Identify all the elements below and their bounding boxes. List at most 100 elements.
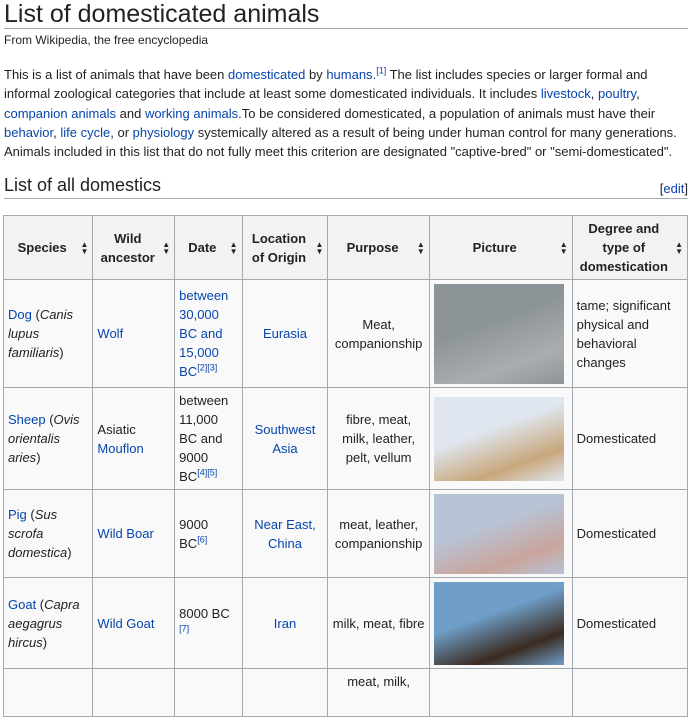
citation: [1] [376, 66, 386, 76]
date-cell: 9000 BC[6] [174, 489, 243, 579]
wiki-link[interactable]: Pig [8, 507, 27, 523]
sort-icon[interactable]: ▲ ▼ [559, 239, 568, 256]
sort-icon[interactable]: ▲ ▼ [416, 239, 425, 256]
origin-cell: Iran [241, 577, 329, 670]
column-header-wild[interactable]: Wild ancestor ▲ ▼ [92, 215, 176, 281]
citation: [6] [197, 535, 207, 545]
text-run: and [116, 105, 145, 121]
wiki-link[interactable]: Goat [8, 596, 37, 612]
species-cell [2, 668, 94, 717]
wiki-link[interactable]: Iran [273, 615, 297, 631]
degree-cell [571, 668, 689, 717]
text-run: , [636, 86, 640, 102]
wiki-link[interactable]: poultry [598, 86, 637, 102]
column-header-purpose[interactable]: Purpose ▲ ▼ [327, 215, 430, 281]
wiki-link[interactable]: between 30,000 BC and 15,000 BC [179, 288, 229, 380]
column-header-picture[interactable]: Picture ▲ ▼ [428, 215, 573, 281]
citation-link[interactable]: [1] [376, 65, 387, 76]
text-run: ) [42, 634, 48, 650]
ancestor-cell [92, 668, 176, 717]
citation-link[interactable]: [2] [197, 363, 208, 374]
degree-cell: tame; significant physical and behaviora… [571, 279, 689, 389]
citation: [2] [197, 363, 207, 373]
purpose-text: milk, meat, fibre [332, 615, 425, 631]
purpose-cell: meat, milk, [327, 668, 430, 717]
edit-link[interactable]: edit [663, 181, 685, 197]
sort-icon[interactable]: ▲ ▼ [229, 239, 238, 256]
origin-cell: Southwest Asia [241, 387, 329, 491]
text-run: between 11,000 BC and 9000 BC [179, 393, 229, 485]
citation-link[interactable]: [5] [207, 468, 218, 479]
sort-icon[interactable]: ▲ ▼ [162, 239, 171, 256]
intro-paragraph: This is a list of animals that have been… [4, 65, 688, 161]
page-subtitle: From Wikipedia, the free encyclopedia [4, 33, 209, 47]
goat-photo[interactable] [433, 581, 564, 665]
column-header-date[interactable]: Date ▲ ▼ [174, 215, 243, 281]
domestics-table: Species ▲ ▼ Wild ancestor ▲ ▼ Date ▲ ▼ Location o… [2, 215, 689, 717]
text-run: The list includes species or larger form… [4, 67, 648, 102]
column-header-degree[interactable]: Degree and type of domestication ▲ ▼ [571, 215, 689, 281]
ancestor-cell: Asiatic Mouflon [92, 387, 176, 491]
citation-link[interactable]: [6] [197, 534, 208, 545]
wiki-link[interactable]: Wild Boar [97, 526, 154, 542]
wiki-link[interactable]: Southwest Asia [254, 421, 316, 456]
wiki-link[interactable]: domesticated [228, 67, 306, 82]
date-cell: between 11,000 BC and 9000 BC[4][5] [174, 387, 243, 491]
pig-photo[interactable] [433, 493, 564, 574]
wiki-link[interactable]: Dog [8, 307, 32, 323]
degree-text: Domesticated [576, 615, 657, 631]
citation: [3] [207, 363, 217, 373]
sort-icon[interactable]: ▲ ▼ [80, 239, 89, 256]
edit-link-wrapper: [edit] [659, 181, 688, 197]
text-run: , or [110, 124, 133, 140]
date-cell: 8000 BC [7] [174, 577, 243, 670]
table-row: Dog (Canis lupus familiaris) Wolf between … [2, 279, 689, 389]
citation-link[interactable]: [7] [179, 624, 190, 635]
citation-link[interactable]: [4] [197, 468, 208, 479]
sort-icon[interactable]: ▲ ▼ [315, 239, 324, 256]
column-header-label: Wild ancestor [100, 230, 155, 265]
degree-text: Domesticated [576, 431, 657, 447]
wiki-link[interactable]: working animals [144, 105, 239, 121]
wiki-link[interactable]: Sheep [8, 412, 46, 428]
citation: [7] [179, 624, 189, 634]
sort-icon[interactable]: ▲ ▼ [675, 239, 683, 256]
wiki-link[interactable]: Wild Goat [97, 615, 155, 631]
date-cell: between 30,000 BC and 15,000 BC[2][3] [174, 279, 243, 389]
wiki-link[interactable]: Near East, China [254, 516, 316, 551]
column-header-location[interactable]: Location of Origin ▲ ▼ [241, 215, 329, 281]
wiki-link[interactable]: Mouflon [97, 440, 144, 456]
wiki-link[interactable]: behavior [4, 124, 54, 140]
purpose-cell: fibre, meat, milk, leather, pelt, vellum [327, 387, 430, 491]
column-header-label: Species [17, 240, 67, 256]
wiki-link[interactable]: livestock [540, 86, 591, 102]
text-run: ) [36, 450, 41, 466]
text-run: systemically altered as a result of bein… [4, 124, 677, 160]
date-cell [174, 668, 243, 717]
wiki-link[interactable]: physiology [132, 124, 195, 140]
picture-cell [428, 279, 573, 389]
wiki-link[interactable]: humans [326, 67, 373, 82]
wiki-link[interactable]: life cycle [60, 124, 111, 140]
text-run: This is a list of animals that have been [4, 67, 229, 82]
purpose-cell: meat, leather, companionship [327, 489, 430, 579]
wiki-link[interactable]: Wolf [97, 326, 124, 342]
text-run: 9000 BC [179, 516, 209, 551]
origin-cell [241, 668, 329, 717]
table-row: meat, milk, [2, 668, 689, 717]
column-header-species[interactable]: Species ▲ ▼ [2, 215, 94, 281]
picture-cell [428, 668, 573, 717]
column-header-label: Location of Origin [251, 230, 307, 265]
wiki-link[interactable]: . [372, 67, 377, 82]
wiki-link[interactable]: companion animals [4, 105, 117, 121]
dog-photo[interactable] [433, 283, 564, 384]
picture-cell [428, 489, 573, 579]
sheep-photo[interactable] [433, 396, 564, 481]
citation-link[interactable]: [3] [207, 363, 218, 374]
text-run: ( [26, 507, 35, 523]
text-run: Asiatic [97, 421, 136, 437]
page-title: List of domesticated animals [4, 0, 688, 29]
origin-cell: Eurasia [241, 279, 329, 389]
species-cell: Goat (Capra aegagrus hircus) [2, 577, 94, 670]
wiki-link[interactable]: Eurasia [262, 326, 308, 342]
